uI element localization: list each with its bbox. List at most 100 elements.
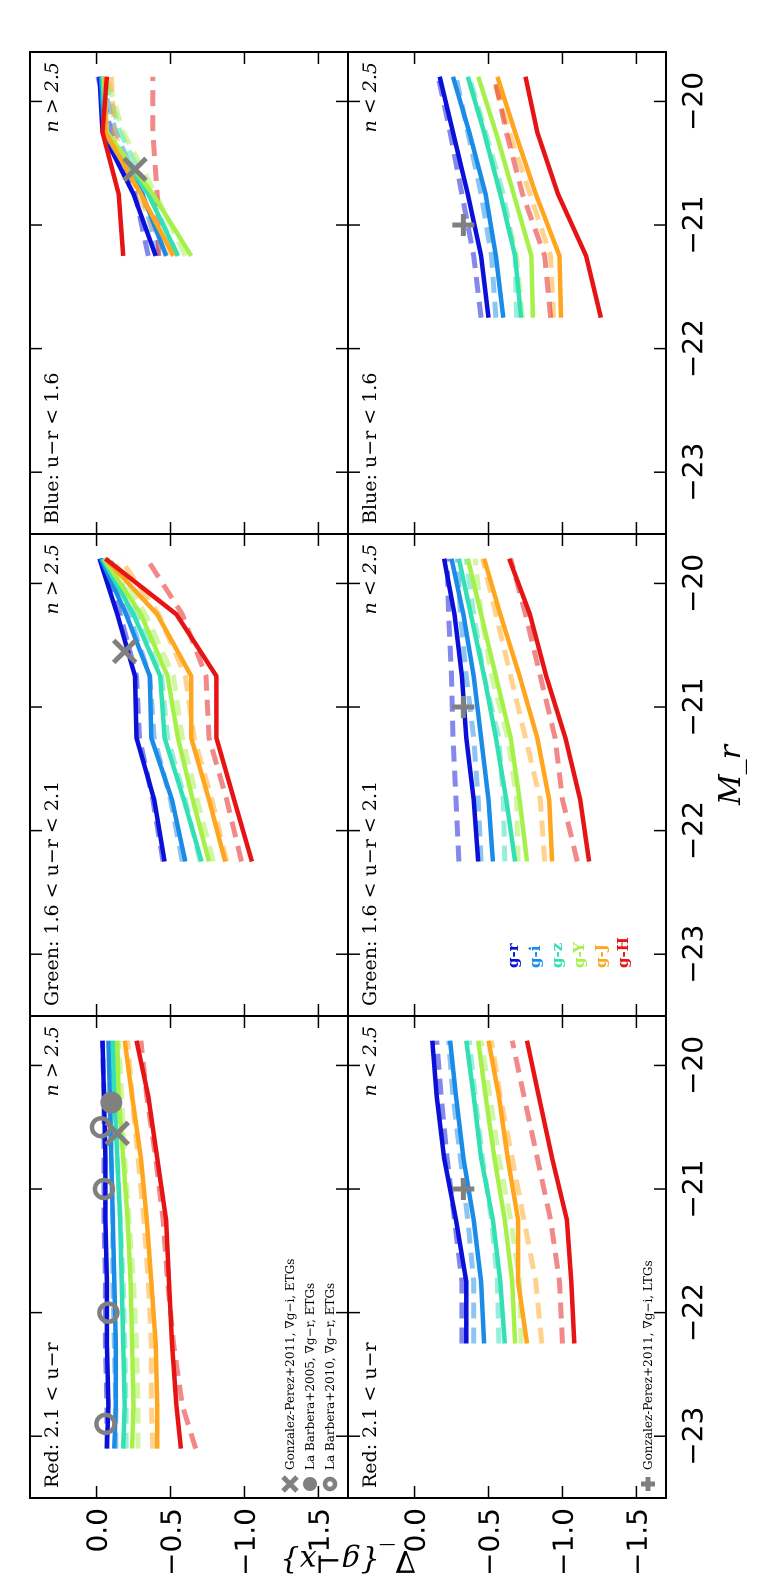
solid-line-g-J [122,1040,160,1449]
solid-line-g-z [464,1040,508,1344]
marker-plus [452,214,475,237]
panel-label-selection: Green: 1.6 < u−r < 2.1 [359,781,381,1006]
marker-ring [97,1301,120,1324]
panel-label-selection: Red: 2.1 < u−r [359,1341,381,1488]
solid-line-g-Y [475,1040,518,1344]
color-label-g-H: g-H [614,937,632,968]
legend-marker-ring [322,1476,338,1492]
panel-label-selection: Blue: u−r < 1.6 [41,373,63,524]
solid-line-g-J [495,76,564,318]
panel-label-sersic: n > 2.5 [41,1026,63,1096]
legend-marker-plus [641,1477,655,1491]
y-tick-label: 0.0 [81,1508,114,1553]
panel-red-low-n-frame: Red: 2.1 < u−r n < 2.5 Gonzalez-Perez+2011… [347,1015,667,1499]
dashed-line-g-r [444,558,462,862]
y-tick-label: −1.5 [302,1508,335,1576]
y-tick-label: −1.5 [620,1508,653,1576]
panel-blue-low-n-series [435,75,604,319]
legend-marker-plus [641,1477,655,1491]
panel-label-selection: Blue: u−r < 1.6 [359,373,381,524]
x-tick-label: −22 [676,801,709,860]
y-axis-label: ∇_{g−x} [280,1543,415,1578]
solid-line-g-r [97,558,167,862]
solid-line-g-Y [465,558,530,862]
x-tick-label: −23 [676,925,709,984]
legend-marker-cross [281,1475,299,1493]
marker-ring [94,1412,117,1436]
color-label-g-J: g-J [592,944,610,968]
solid-line-g-z [465,76,524,318]
panel-label-selection: Red: 2.1 < u−r [41,1341,63,1488]
dashed-line-g-H [509,1040,565,1344]
panel-red-high-n-markers [89,1091,131,1436]
x-tick-label: −23 [676,443,709,502]
panel-blue-high-n-series [95,75,194,258]
solid-line-g-H [100,76,126,257]
panel-red-high-n-frame: Red: 2.1 < u−r n > 2.5 Gonzalez-Perez+2011… [29,1015,349,1499]
panel-background-green-low-n [348,534,666,1016]
y-tick-label: −0.5 [155,1508,188,1576]
panel-label-selection: Green: 1.6 < u−r < 2.1 [41,781,63,1006]
solid-line-g-z [456,558,518,862]
solid-line-g-i [449,558,496,862]
legend-entry-text: Gonzalez-Perez+2011, ∇g−i, ETGs [283,1259,297,1470]
solid-line-g-i [450,76,506,318]
solid-line-g-H [507,557,592,862]
color-label-g-r: g-r [504,942,522,968]
dashed-line-g-r [435,76,484,318]
panel-green-high-n-series [97,556,255,863]
marker-plus [452,1178,475,1201]
dashed-line-g-H [508,558,580,863]
panel-blue-low-n-markers [452,214,475,237]
x-tick-label: −20 [676,72,709,131]
panel-green-high-n-markers [111,638,138,665]
panel-label-sersic: n < 2.5 [359,1026,381,1096]
panel-label-sersic: n > 2.5 [41,544,63,614]
y-tick-label: −0.5 [473,1508,506,1576]
x-axis-label: M_r [713,743,748,806]
dashed-line-g-J [125,1040,156,1449]
solid-line-g-J [486,1040,530,1344]
x-tick-label: −20 [676,1036,709,1095]
panel-label-sersic: n < 2.5 [359,62,381,132]
solid-line-g-H [104,556,255,863]
x-tick-label: −23 [676,1407,709,1466]
dashed-line-g-J [480,558,548,862]
panel-green-low-n-series [441,557,592,863]
panel-background-red-high-n [30,1016,348,1498]
legend-entry-text: La Barbera+2010, ∇g−r, ETGs [323,1283,337,1470]
y-tick-label: −1.0 [228,1508,261,1576]
solid-line-g-r [437,76,491,318]
solid-line-g-H [134,1040,184,1449]
panel-label-sersic: n < 2.5 [359,544,381,614]
marker-cross [111,638,138,665]
x-tick-label: −21 [676,677,709,736]
panel-blue-low-n-frame: Blue: u−r < 1.6 n < 2.5 [347,51,667,535]
panel-background-blue-low-n [348,52,666,534]
marker-disk [100,1091,123,1114]
legend-entry-text: La Barbera+2005, ∇g−r, ETGs [303,1283,317,1470]
solid-line-g-H [523,76,604,319]
x-tick-label: −21 [676,1159,709,1218]
marker-plus [452,696,475,719]
solid-line-g-Y [476,76,536,318]
solid-line-g-r [430,1040,469,1344]
marker-cross [122,156,148,183]
x-tick-label: −22 [676,1283,709,1342]
solid-line-g-J [481,558,555,862]
legend-marker-ring [322,1476,338,1492]
color-label-g-z: g-z [548,942,566,968]
legend-marker-disk [303,1477,317,1491]
solid-line-g-i [98,557,188,862]
dashed-line-g-Y [110,557,216,863]
y-tick-label: −1.0 [546,1508,579,1576]
panel-blue-high-n-markers [122,156,148,183]
marker-ring [92,1177,116,1201]
solid-line-g-J [103,557,228,863]
panel-background-blue-high-n [30,52,348,534]
color-label-g-Y: g-Y [570,942,588,968]
x-tick-label: −21 [676,195,709,254]
panel-border [347,51,667,535]
legend-marker-disk [303,1477,317,1491]
